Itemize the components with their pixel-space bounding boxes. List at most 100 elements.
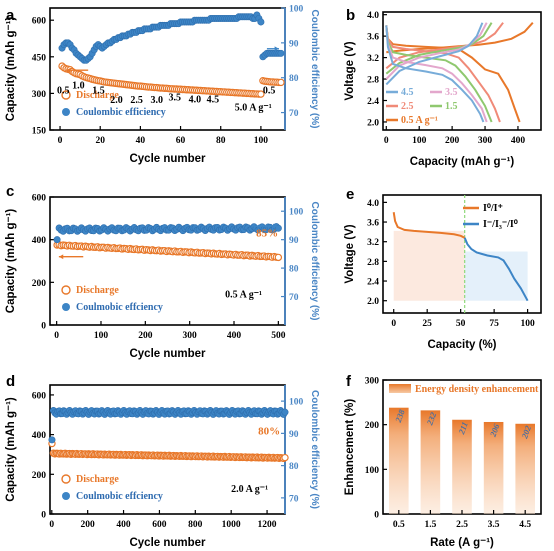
x-tick-label: 0.5: [393, 520, 405, 530]
voltage-curve: [392, 212, 466, 239]
x-tick-label: 300: [478, 136, 493, 146]
x-axis-label: Cycle number: [129, 537, 206, 549]
x-tick-label: 1200: [258, 520, 277, 530]
legend-marker-ce: [62, 303, 70, 311]
y-tick-label: 0: [41, 322, 46, 332]
bar: [420, 410, 441, 514]
x-tick-label: 100: [254, 136, 269, 146]
series-discharge: [53, 241, 283, 262]
panel-d: d 0 200 400 600 800 1000 1200 0 200 400 600 Cycle nu…: [5, 373, 320, 549]
legend-label-discharge: Discharge: [76, 285, 119, 296]
ce-point: [48, 436, 56, 444]
legend-label-ce: Coulombic efficiency: [76, 107, 166, 118]
x-tick-label: 400: [227, 331, 242, 341]
y2-axis-label: Coulombic efficiency (%): [309, 202, 320, 321]
panel-label-e: e: [346, 186, 354, 203]
x-tick-label: 400: [116, 520, 131, 530]
y-axis-label: Capacity (mAh g⁻¹): [5, 209, 17, 314]
y-tick-label: 600: [32, 391, 47, 401]
series-discharge: [48, 439, 289, 463]
bar: [483, 421, 504, 514]
y2-tick-label: 80: [289, 74, 299, 84]
panel-label-c: c: [6, 183, 14, 200]
plot-frame: [382, 194, 542, 314]
rate-label: 1.0: [72, 81, 85, 92]
x-tick-label: 200: [445, 136, 460, 146]
rate-label: 0.5 A g⁻¹: [225, 289, 262, 300]
y-tick-label: 2.8: [367, 258, 379, 268]
rate-label: 0.5: [57, 85, 70, 96]
y-tick-label: 400: [32, 431, 47, 441]
discharge-point: [277, 78, 285, 87]
ce-point: [53, 236, 61, 244]
discharge-point: [281, 453, 289, 462]
region-shade-1: [393, 230, 465, 301]
rate-label: 3.5: [169, 93, 182, 104]
legend-marker-ce: [62, 492, 70, 500]
voltage-curve: [463, 237, 529, 302]
y-tick-label: 100: [365, 466, 380, 476]
panel-label-a: a: [6, 7, 15, 24]
x-tick-label: 0: [58, 136, 63, 146]
bar-value-label: 211: [456, 420, 470, 436]
discharge-point: [274, 253, 283, 262]
x-tick-label: 100: [520, 319, 535, 329]
x-tick-label: 40: [136, 136, 146, 146]
x-axis-label: Rate (A g⁻¹): [430, 537, 494, 549]
x-tick-label: 2.5: [456, 520, 468, 530]
rate-label: 4.5: [207, 95, 220, 106]
y-axis-label: Voltage (V): [344, 224, 356, 283]
y-tick-label: 200: [32, 471, 47, 481]
x-tick-label: 200: [81, 520, 96, 530]
x-tick-label: 400: [511, 136, 526, 146]
y-axis-label: Capacity (mAh g⁻¹): [5, 17, 17, 122]
y-axis-label: Capacity (mAh g⁻¹): [5, 397, 17, 502]
y-tick-label: 4.0: [367, 199, 379, 209]
y2-tick-label: 100: [289, 208, 304, 218]
x-tick-label: 100: [412, 136, 427, 146]
y-tick-label: 2.8: [367, 76, 379, 86]
legend-label: 4.5: [401, 87, 414, 98]
discharge-curve: [385, 25, 501, 123]
x-tick-label: 80: [216, 136, 226, 146]
y2-tick-label: 70: [289, 293, 299, 303]
x-tick-label: 1.5: [424, 520, 436, 530]
x-tick-label: 500: [271, 331, 286, 341]
rate-label: 2.5: [130, 95, 143, 106]
y-tick-label: 200: [365, 421, 380, 431]
y-tick-label: 3.6: [367, 33, 379, 43]
bar-value-label: 232: [424, 410, 438, 427]
rate-label: 2.0 A g⁻¹: [231, 484, 268, 495]
y-tick-label: 300: [32, 90, 47, 100]
panel-label-f: f: [346, 373, 352, 390]
y2-tick-label: 100: [289, 5, 304, 15]
y-tick-label: 3.2: [367, 54, 379, 64]
y-tick-label: 300: [365, 377, 380, 387]
panel-e: e 0 25 50 75 100 2.0 2.4 2.8 3.2 3.6 4.0 Capacity (%…: [344, 186, 542, 351]
x-tick-label: 300: [183, 331, 198, 341]
x-tick-label: 1000: [222, 520, 241, 530]
series-discharge: [58, 62, 285, 98]
panel-f: f 0 100 200 300 0.5 238 1.5 232 2.5 211 3.5 206 4.5 20…: [344, 373, 542, 549]
x-tick-label: 20: [95, 136, 105, 146]
y-tick-label: 200: [32, 279, 47, 289]
y2-tick-label: 90: [289, 39, 299, 49]
y2-tick-label: 70: [289, 109, 299, 119]
y-tick-label: 4.0: [367, 11, 379, 21]
y-tick-label: 3.2: [367, 238, 379, 248]
y2-tick-label: 70: [289, 494, 299, 504]
arrow-head: [273, 223, 278, 229]
y2-tick-label: 80: [289, 265, 299, 275]
legend-label: 3.5: [445, 87, 458, 98]
y-axis-label: Enhancement (%): [344, 399, 356, 496]
bar: [452, 419, 472, 514]
legend-label: I⁻/I₃⁻/I⁰: [483, 219, 518, 230]
legend-marker-discharge: [61, 474, 71, 484]
discharge-curve: [385, 25, 485, 123]
panel-label-d: d: [6, 373, 15, 390]
y-tick-label: 450: [32, 53, 47, 63]
y-tick-label: 150: [32, 127, 47, 137]
x-tick-label: 0: [384, 136, 389, 146]
y2-tick-label: 80: [289, 462, 299, 472]
y2-tick-label: 100: [289, 398, 304, 408]
